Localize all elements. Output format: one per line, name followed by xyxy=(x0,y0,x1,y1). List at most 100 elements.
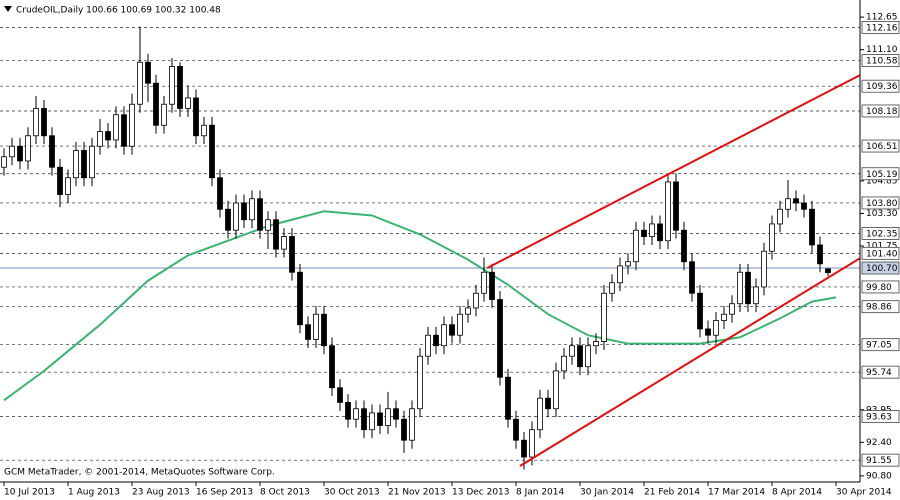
candle-body xyxy=(577,345,583,368)
candle-body xyxy=(745,271,751,305)
level-label: 103.80 xyxy=(866,199,898,209)
candle-body xyxy=(393,408,399,420)
candle-body xyxy=(57,166,63,195)
candle-body xyxy=(433,334,439,347)
candle-body xyxy=(705,328,711,336)
x-tick-label: 10 Jul 2013 xyxy=(4,488,55,498)
candle-body xyxy=(777,208,783,225)
candle-body xyxy=(313,313,319,340)
candle-body xyxy=(617,265,623,284)
candle-body xyxy=(225,208,231,231)
level-label: 99.80 xyxy=(866,283,892,293)
candle-body xyxy=(209,124,215,179)
x-tick-label: 13 Dec 2013 xyxy=(452,488,510,498)
y-tick-label: 90.80 xyxy=(866,471,892,481)
x-tick-label: 30 Oct 2013 xyxy=(324,488,380,498)
candle-body xyxy=(785,198,791,210)
candle-body xyxy=(553,370,559,410)
candle-body xyxy=(817,244,823,265)
candle-body xyxy=(529,429,535,458)
level-label-box xyxy=(861,338,900,352)
candle-body xyxy=(481,271,487,294)
candle-body xyxy=(425,334,431,357)
level-label: 98.86 xyxy=(866,303,892,313)
candle-body xyxy=(473,292,479,309)
candle-body xyxy=(305,324,311,340)
level-label: 100.70 xyxy=(866,264,898,274)
x-tick-label: 17 Mar 2014 xyxy=(708,488,765,498)
candle-body xyxy=(9,145,15,158)
level-label-box xyxy=(861,167,900,181)
candle-body xyxy=(273,219,279,250)
level-label-box xyxy=(861,261,900,275)
level-label: 109.36 xyxy=(866,82,898,92)
menu-triangle xyxy=(4,6,12,12)
level-label: 101.40 xyxy=(866,249,898,259)
y-tick-label: 101.75 xyxy=(866,241,898,251)
level-label-box xyxy=(861,104,900,118)
candle-body xyxy=(97,131,103,147)
axes: 112.65111.10104.85103.30101.7593.9592.40… xyxy=(3,13,900,498)
x-tick-label: 30 Jan 2014 xyxy=(580,488,634,498)
level-label: 108.18 xyxy=(866,107,898,117)
y-tick-label: 112.65 xyxy=(866,13,898,23)
level-label-box xyxy=(861,453,900,467)
candle-body xyxy=(81,150,87,179)
candle-body xyxy=(801,202,807,210)
candle-body xyxy=(409,408,415,441)
candle-body xyxy=(65,177,71,195)
candle-body xyxy=(753,286,759,305)
candle-body xyxy=(105,131,111,141)
candle-body xyxy=(689,261,695,294)
level-label-box xyxy=(861,365,900,379)
candle-body xyxy=(649,223,655,237)
level-label-box xyxy=(861,139,900,153)
level-label-box xyxy=(861,226,900,240)
candle-body xyxy=(769,223,775,252)
y-tick-label: 92.40 xyxy=(866,438,892,448)
y-tick-label: 111.10 xyxy=(866,45,898,55)
candle-body xyxy=(441,324,447,347)
candle-body xyxy=(377,412,383,426)
candle-body xyxy=(401,418,407,441)
candle-body xyxy=(625,261,631,267)
candle-body xyxy=(257,198,263,231)
candle-body xyxy=(497,299,503,378)
candle-body xyxy=(73,150,79,179)
candle-body xyxy=(1,156,7,168)
x-tick-label: 16 Sep 2013 xyxy=(196,488,253,498)
candle-body xyxy=(169,66,175,105)
candle-body xyxy=(601,292,607,342)
x-tick-label: 8 Jan 2014 xyxy=(516,488,564,498)
level-label: 102.35 xyxy=(866,229,898,239)
candle-body xyxy=(329,345,335,389)
candle-body xyxy=(241,202,247,221)
candle-body xyxy=(793,198,799,204)
candle-body xyxy=(185,97,191,109)
candle-body xyxy=(657,223,663,242)
x-tick-label: 1 Aug 2013 xyxy=(68,488,120,498)
level-label-box xyxy=(861,21,900,34)
level-label: 97.05 xyxy=(866,341,892,351)
candle-body xyxy=(289,236,295,273)
candle-body xyxy=(369,412,375,431)
candle-body xyxy=(145,61,151,84)
candle-body xyxy=(609,282,615,294)
candle-body xyxy=(337,387,343,403)
candle-body xyxy=(385,408,391,426)
candle-body xyxy=(761,250,767,288)
candle-body xyxy=(33,108,39,137)
candle-body xyxy=(697,292,703,330)
candle-body xyxy=(713,320,719,336)
candle-body xyxy=(361,408,367,431)
level-label: 110.58 xyxy=(866,57,898,67)
level-label: 91.55 xyxy=(866,456,892,466)
candle-body xyxy=(113,114,119,141)
candle-body xyxy=(121,114,127,147)
candle-body xyxy=(281,236,287,250)
candle-body xyxy=(161,103,167,126)
candle-body xyxy=(809,208,815,246)
candle-body xyxy=(673,181,679,231)
